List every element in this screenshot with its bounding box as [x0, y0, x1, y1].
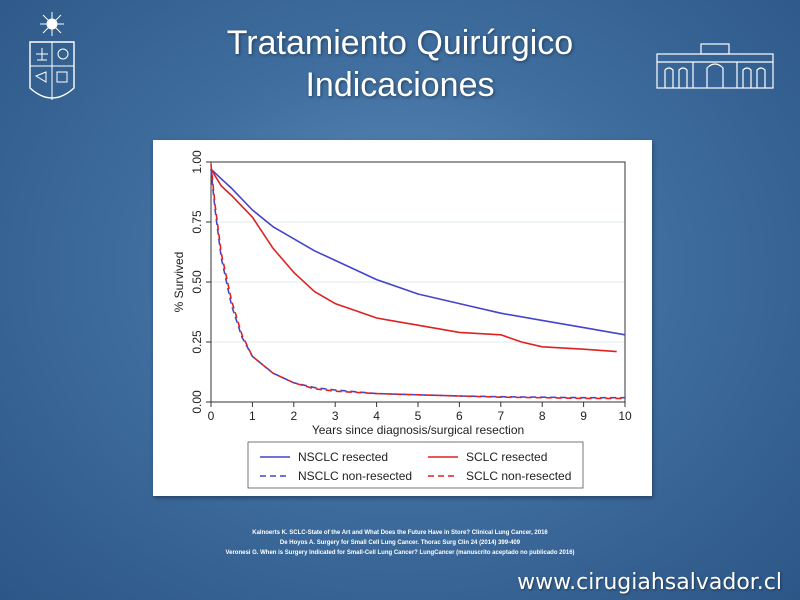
x-tick-label: 4	[373, 409, 380, 423]
x-tick-label: 7	[497, 409, 504, 423]
legend-label: NSCLC resected	[298, 450, 388, 464]
reference-2: De Hoyos A. Surgery for Small Cell Lung …	[279, 540, 521, 546]
x-tick-label: 9	[580, 409, 587, 423]
references: Kalnoerts K. SCLC-State of the Art and W…	[150, 528, 650, 558]
legend-label: SCLC resected	[466, 450, 547, 464]
y-tick-label: 0.00	[190, 390, 204, 414]
series-line-sclc-non-resected	[210, 164, 625, 400]
slide-title-line2: Indicaciones	[305, 66, 495, 104]
reference-1: Kalnoerts K. SCLC-State of the Art and W…	[252, 530, 548, 536]
website-url: www.cirugiahsalvador.cl	[517, 570, 782, 595]
legend-box	[247, 441, 584, 489]
x-tick-label: 0	[208, 409, 215, 423]
y-tick-label: 0.50	[190, 270, 204, 294]
x-tick-label: 3	[332, 409, 339, 423]
survival-chart-svg: 0.00 0.25 0.50 0.75 1.00 0 1 2 3 4 5 6 7 8 9 10 Years si…	[172, 150, 632, 489]
x-axis-label: Years since diagnosis/surgical resection	[312, 423, 524, 437]
y-tick-label: 1.00	[190, 150, 204, 174]
slide-title-line1: Tratamiento Quirúrgico	[226, 24, 574, 62]
series-line-nsclc-non-resected	[210, 169, 625, 399]
slide-title: Tratamiento Quirúrgico Indicaciones	[150, 22, 650, 106]
x-tick-label: 1	[249, 409, 256, 423]
university-crest-icon	[29, 12, 75, 100]
hospital-building-icon	[656, 43, 774, 89]
y-tick-label: 0.25	[190, 330, 204, 354]
series-line-sclc-resected	[210, 168, 617, 353]
y-tick-label: 0.75	[190, 210, 204, 234]
y-axis-label: % Survived	[172, 252, 186, 313]
survival-chart: 0.00 0.25 0.50 0.75 1.00 0 1 2 3 4 5 6 7 8 9 10 Years si…	[153, 140, 652, 496]
series-line-nsclc-resected	[210, 168, 626, 336]
x-tick-label: 8	[539, 409, 546, 423]
x-tick-label: 6	[456, 409, 463, 423]
reference-3: Veronesi G. When is Surgery Indicated fo…	[225, 550, 575, 556]
x-tick-label: 10	[618, 409, 632, 423]
x-tick-label: 5	[415, 409, 422, 423]
legend-label: SCLC non-resected	[466, 469, 571, 483]
legend-label: NSCLC non-resected	[298, 469, 412, 483]
x-tick-label: 2	[290, 409, 297, 423]
